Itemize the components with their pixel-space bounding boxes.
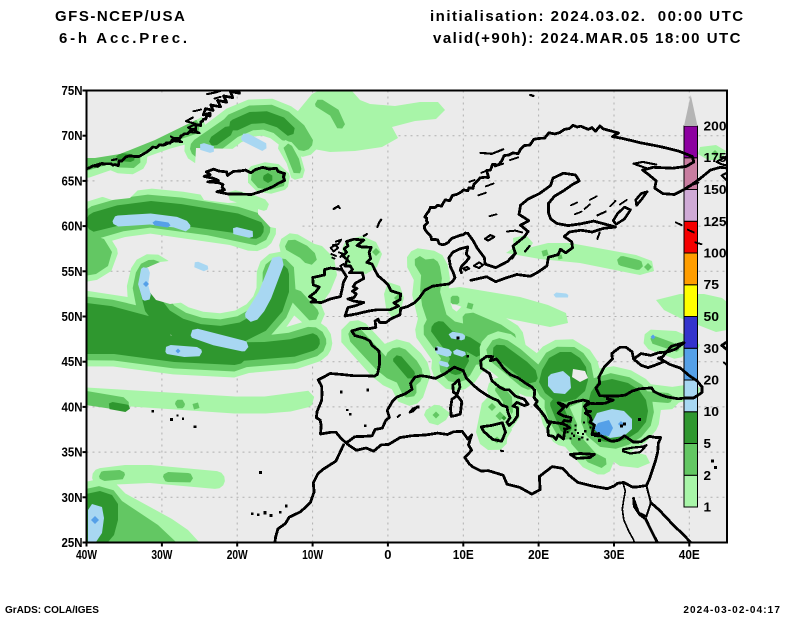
svg-text:25N: 25N (62, 535, 83, 550)
svg-text:40E: 40E (679, 547, 700, 562)
svg-text:10W: 10W (302, 547, 324, 562)
svg-text:65N: 65N (62, 173, 83, 188)
svg-text:5: 5 (704, 436, 712, 451)
svg-text:100: 100 (704, 246, 727, 261)
svg-text:175: 175 (704, 150, 727, 165)
svg-text:50: 50 (704, 309, 720, 324)
svg-text:75: 75 (704, 277, 720, 292)
svg-text:150: 150 (704, 182, 727, 197)
svg-text:20E: 20E (528, 547, 549, 562)
svg-text:125: 125 (704, 214, 727, 229)
svg-text:40N: 40N (62, 399, 83, 414)
svg-text:30: 30 (704, 341, 720, 356)
svg-text:20W: 20W (227, 547, 249, 562)
svg-text:10E: 10E (453, 547, 474, 562)
svg-text:30N: 30N (62, 490, 83, 505)
svg-text:0: 0 (384, 547, 391, 562)
svg-text:10: 10 (704, 404, 720, 419)
svg-text:40W: 40W (76, 547, 98, 562)
svg-text:20: 20 (704, 373, 720, 388)
svg-text:1: 1 (704, 500, 712, 515)
svg-text:30E: 30E (604, 547, 625, 562)
svg-text:35N: 35N (62, 445, 83, 460)
svg-text:45N: 45N (62, 354, 83, 369)
svg-text:70N: 70N (62, 128, 83, 143)
svg-text:200: 200 (704, 119, 727, 134)
svg-text:75N: 75N (62, 83, 83, 98)
svg-text:2: 2 (704, 468, 712, 483)
svg-text:60N: 60N (62, 219, 83, 234)
svg-text:30W: 30W (151, 547, 173, 562)
svg-text:55N: 55N (62, 264, 83, 279)
svg-text:50N: 50N (62, 309, 83, 324)
